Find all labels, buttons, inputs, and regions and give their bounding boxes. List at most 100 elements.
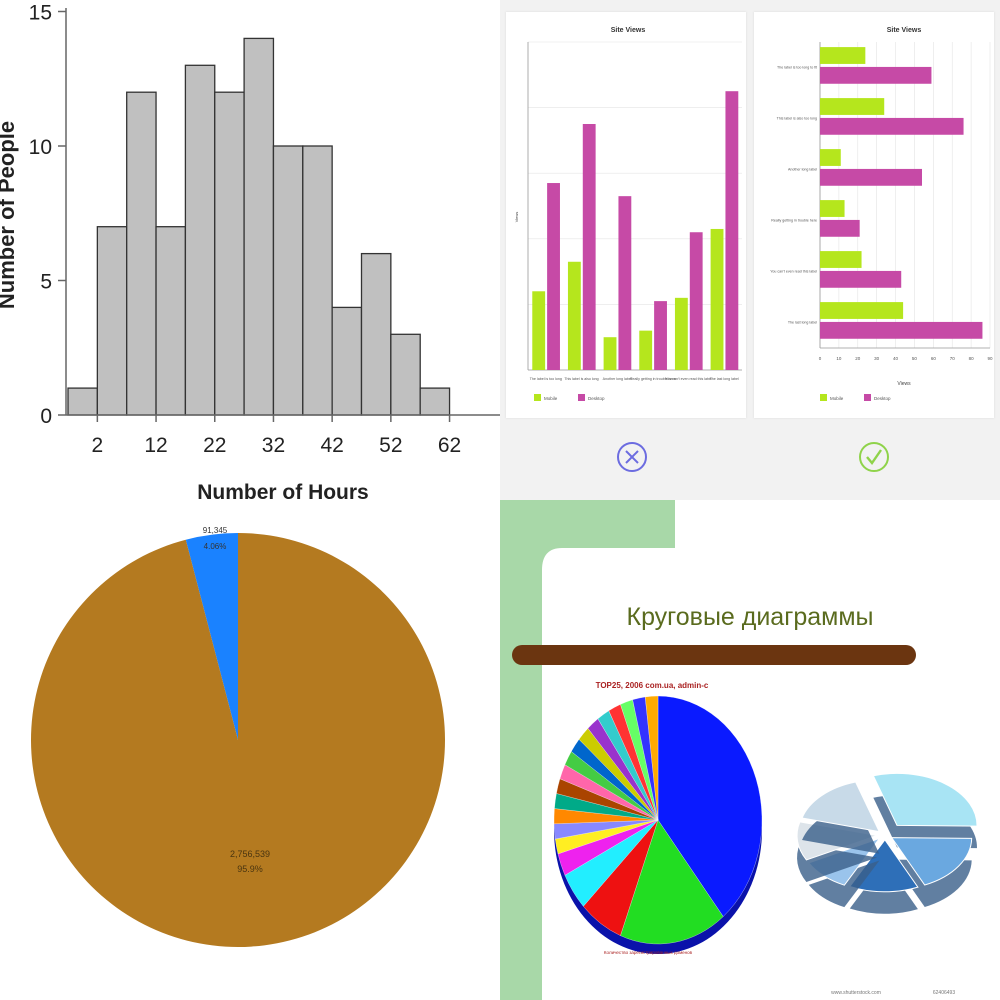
horizontal-chart-bar (820, 200, 845, 217)
verdict-icons (617, 442, 889, 472)
horizontal-chart-title: Site Views (887, 27, 922, 34)
histogram-x-tick-label: 2 (92, 434, 104, 457)
horizontal-chart-category-label: Another long label (788, 168, 817, 172)
horizontal-chart-bar (820, 47, 866, 64)
vertical-chart-y-label: Views (514, 212, 519, 223)
pie-small-percent-label: 4.06% (204, 542, 227, 551)
histogram-x-tick-label: 12 (144, 434, 167, 457)
horizontal-chart-bar (820, 270, 902, 288)
horizontal-chart-legend-label: Mobile (830, 396, 844, 401)
horizontal-chart-bar (820, 168, 922, 186)
vertical-chart-legend-label: Mobile (544, 396, 558, 401)
vertical-chart-bar (710, 228, 724, 370)
slide-frame (500, 500, 675, 1000)
horizontal-chart-legend-label: Desktop (874, 396, 891, 401)
histogram-bar (419, 387, 451, 416)
horizontal-chart-category-label: You can't even read this label (770, 270, 817, 274)
vertical-chart-legend-label: Desktop (588, 396, 605, 401)
horizontal-chart-x-tick-label: 80 (969, 356, 975, 361)
horizontal-chart-bar (820, 149, 841, 166)
exploded-3d-pie-chart (796, 772, 978, 914)
vertical-chart-legend-swatch (578, 394, 585, 401)
histogram-y-tick-label: 15 (29, 2, 52, 25)
histogram-bar (184, 64, 216, 416)
histogram-x-tick-label: 52 (379, 434, 402, 457)
vertical-chart-bar (725, 91, 739, 370)
histogram-bar (214, 91, 245, 416)
horizontal-chart-category-label: This label is also too long (777, 117, 817, 121)
histogram-x-tick-label: 42 (320, 434, 343, 457)
slide: Круговые диаграммы TOP25, 2006 com.ua, a… (500, 500, 978, 1000)
histogram-y-tick-label: 5 (40, 271, 52, 294)
horizontal-chart-bar (820, 98, 885, 115)
check-circle-icon (859, 442, 889, 472)
horizontal-chart-bar (820, 302, 904, 319)
histogram-x-axis-label: Number of Hours (197, 481, 369, 500)
histogram-bar (155, 226, 187, 416)
horizontal-chart-category-label: Really getting in trouble here (771, 219, 817, 223)
vertical-chart-bar (674, 297, 688, 370)
slide-pie-slice (645, 695, 659, 821)
histogram-bar (302, 145, 333, 416)
histogram-bar (360, 252, 392, 416)
x-circle-icon (617, 442, 647, 472)
horizontal-chart-legend-swatch (864, 394, 871, 401)
histogram-bar (243, 37, 275, 416)
histogram-bar (67, 387, 99, 416)
histogram-bar (272, 145, 304, 416)
vertical-chart-bar (618, 196, 632, 370)
horizontal-chart-x-tick-label: 40 (893, 356, 899, 361)
exploded-pie-slice (890, 837, 973, 886)
vertical-chart-bar (582, 124, 596, 370)
vertical-chart-bar (689, 232, 703, 370)
histogram-bar (96, 226, 128, 416)
vertical-chart-bar (603, 337, 617, 370)
horizontal-chart-x-tick-label: 0 (819, 356, 822, 361)
horizontal-chart-bar (820, 66, 932, 84)
exploded-pie-slice (872, 772, 978, 827)
horizontal-chart-x-tick-label: 30 (874, 356, 880, 361)
horizontal-chart-bar (820, 251, 862, 268)
vertical-chart-category-label: This label is also long (564, 377, 598, 381)
pie-large-value-label: 2,756,539 (230, 849, 270, 859)
watermark-left: www.shutterstock.com (831, 990, 881, 996)
horizontal-chart-category-label: The last long label (788, 321, 817, 325)
exploded-pie-slice (801, 781, 881, 833)
horizontal-chart-x-tick-label: 60 (931, 356, 937, 361)
histogram-bar (331, 306, 363, 416)
horizontal-bar-chart: Site Views Views 0 10 20 30 40 50 60 70 80 90 The … (770, 27, 993, 401)
vertical-chart-category-label: Another long label (603, 377, 632, 381)
slide-panel: Круговые диаграммы TOP25, 2006 com.ua, a… (500, 500, 1000, 1000)
histogram-x-tick-label: 22 (203, 434, 226, 457)
horizontal-chart-x-tick-label: 50 (912, 356, 918, 361)
horizontal-chart-x-tick-label: 20 (855, 356, 861, 361)
horizontal-chart-legend-swatch (820, 394, 827, 401)
histogram-x-tick-label: 32 (262, 434, 285, 457)
slide-title-bar (512, 645, 916, 665)
vertical-bar-chart: Site Views Views The label is too long Th… (514, 27, 742, 401)
histogram-y-tick-label: 0 (40, 405, 52, 428)
horizontal-chart-x-tick-label: 10 (836, 356, 842, 361)
horizontal-chart-bar (820, 219, 860, 237)
slide-pie-slice (657, 695, 763, 917)
vertical-chart-category-label: The last long label (710, 377, 739, 381)
pie-chart: 91,345 4.06% 2,756,539 95.9% (30, 526, 446, 947)
horizontal-chart-x-label: Views (897, 381, 911, 387)
vertical-chart-category-label: The label is too long (530, 377, 562, 381)
vertical-chart-legend-swatch (534, 394, 541, 401)
pie-large-percent-label: 95.9% (237, 864, 263, 874)
vertical-chart-bar (567, 261, 581, 370)
horizontal-chart-x-tick-label: 70 (950, 356, 956, 361)
vertical-chart-bar (532, 291, 546, 370)
vertical-chart-category-label: You can't even read this label (665, 377, 712, 381)
histogram-chart: 0 5 10 15 2 12 22 32 42 52 62 Number of Hours Numb… (0, 2, 500, 500)
slide-title: Круговые диаграммы (627, 603, 874, 631)
slide-pie-footer: Количество зарегистрированных доменов (604, 950, 693, 955)
histogram-x-tick-label: 62 (438, 434, 461, 457)
histogram-y-axis-label: Number of People (0, 121, 19, 309)
horizontal-chart-category-label: The label is too long to fit (777, 66, 817, 70)
pie-slice-large (30, 533, 446, 947)
histogram-bar (126, 91, 157, 416)
pie-slice-small (185, 533, 238, 740)
histogram-panel: 0 5 10 15 2 12 22 32 42 52 62 Number of Hours Numb… (0, 0, 500, 500)
